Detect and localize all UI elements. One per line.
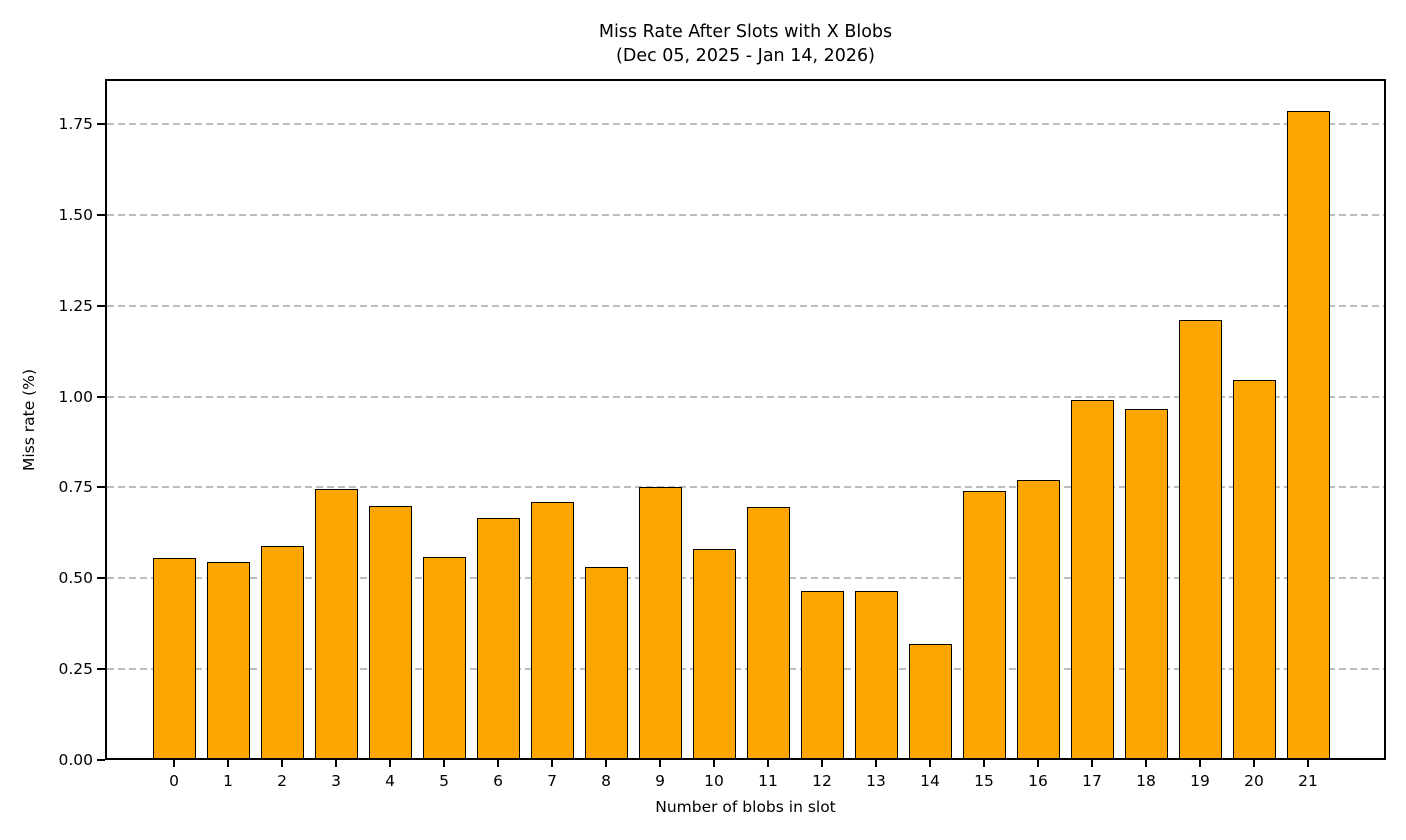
x-tick-mark bbox=[1145, 760, 1147, 767]
x-tick-mark bbox=[659, 760, 661, 767]
y-tick-label-1.50: 1.50 bbox=[58, 205, 93, 224]
gridline-0.50 bbox=[107, 577, 1384, 580]
y-tick-label-0.75: 0.75 bbox=[58, 478, 93, 497]
bar-19 bbox=[1178, 320, 1222, 760]
y-tick-label-1.00: 1.00 bbox=[58, 387, 93, 406]
x-tick-label-15: 15 bbox=[974, 772, 994, 790]
x-tick-mark bbox=[335, 760, 337, 767]
y-tick-mark bbox=[97, 213, 105, 216]
bar-10 bbox=[692, 549, 736, 760]
x-tick-label-5: 5 bbox=[439, 772, 449, 790]
x-tick-mark bbox=[443, 760, 445, 767]
x-tick-label-8: 8 bbox=[601, 772, 611, 790]
bar-5 bbox=[422, 556, 466, 760]
bar-15 bbox=[962, 491, 1006, 760]
x-tick-mark bbox=[497, 760, 499, 767]
x-tick-mark bbox=[605, 760, 607, 767]
y-tick-mark bbox=[97, 123, 105, 126]
gridline-1.50 bbox=[107, 213, 1384, 216]
x-tick-mark bbox=[929, 760, 931, 767]
x-tick-label-0: 0 bbox=[169, 772, 179, 790]
x-tick-mark bbox=[281, 760, 283, 767]
x-tick-label-12: 12 bbox=[812, 772, 832, 790]
gridline-1.25 bbox=[107, 304, 1384, 307]
x-tick-label-19: 19 bbox=[1190, 772, 1210, 790]
x-tick-mark bbox=[983, 760, 985, 767]
chart-title-line2: (Dec 05, 2025 - Jan 14, 2026) bbox=[616, 46, 875, 66]
bar-17 bbox=[1070, 400, 1114, 760]
bar-21 bbox=[1286, 111, 1330, 760]
bar-16 bbox=[1016, 480, 1060, 760]
bar-8 bbox=[584, 567, 628, 760]
x-tick-mark bbox=[227, 760, 229, 767]
y-tick-label-0.25: 0.25 bbox=[58, 660, 93, 679]
x-tick-mark bbox=[389, 760, 391, 767]
bar-13 bbox=[854, 591, 898, 760]
bar-3 bbox=[314, 489, 358, 760]
bar-1 bbox=[206, 561, 250, 760]
plot-area bbox=[105, 79, 1386, 760]
x-tick-label-3: 3 bbox=[331, 772, 341, 790]
y-tick-mark bbox=[97, 395, 105, 398]
x-tick-label-11: 11 bbox=[758, 772, 778, 790]
x-tick-mark bbox=[551, 760, 553, 767]
x-tick-label-20: 20 bbox=[1244, 772, 1264, 790]
x-tick-mark bbox=[875, 760, 877, 767]
bar-12 bbox=[800, 591, 844, 760]
gridline-1.00 bbox=[107, 395, 1384, 398]
x-tick-label-18: 18 bbox=[1136, 772, 1156, 790]
gridline-0.25 bbox=[107, 668, 1384, 671]
y-tick-label-1.75: 1.75 bbox=[58, 115, 93, 134]
chart-title: Miss Rate After Slots with X Blobs (Dec … bbox=[105, 20, 1386, 68]
x-tick-label-9: 9 bbox=[655, 772, 665, 790]
y-tick-label-1.25: 1.25 bbox=[58, 296, 93, 315]
x-tick-mark bbox=[767, 760, 769, 767]
y-axis-label: Miss rate (%) bbox=[20, 369, 38, 471]
x-tick-label-7: 7 bbox=[547, 772, 557, 790]
x-axis-label: Number of blobs in slot bbox=[655, 798, 836, 816]
bar-7 bbox=[530, 502, 574, 760]
x-tick-label-4: 4 bbox=[385, 772, 395, 790]
bar-2 bbox=[260, 545, 304, 760]
x-tick-mark bbox=[173, 760, 175, 767]
y-tick-label-0.00: 0.00 bbox=[58, 751, 93, 769]
x-tick-mark bbox=[1253, 760, 1255, 767]
x-tick-label-2: 2 bbox=[277, 772, 287, 790]
x-tick-label-16: 16 bbox=[1028, 772, 1048, 790]
x-tick-mark bbox=[1037, 760, 1039, 767]
chart-title-line1: Miss Rate After Slots with X Blobs bbox=[598, 22, 893, 42]
gridline-1.75 bbox=[107, 123, 1384, 126]
x-tick-mark bbox=[1199, 760, 1201, 767]
x-tick-label-14: 14 bbox=[920, 772, 940, 790]
x-tick-mark bbox=[1307, 760, 1309, 767]
bar-11 bbox=[746, 507, 790, 760]
y-tick-mark bbox=[97, 577, 105, 580]
gridline-0.75 bbox=[107, 486, 1384, 489]
x-tick-label-17: 17 bbox=[1082, 772, 1102, 790]
x-tick-label-10: 10 bbox=[704, 772, 724, 790]
y-tick-mark bbox=[97, 668, 105, 671]
bar-14 bbox=[908, 643, 952, 760]
x-tick-label-1: 1 bbox=[223, 772, 233, 790]
x-tick-mark bbox=[713, 760, 715, 767]
bar-20 bbox=[1232, 380, 1276, 760]
x-tick-label-13: 13 bbox=[866, 772, 886, 790]
bar-9 bbox=[638, 487, 682, 760]
x-tick-label-21: 21 bbox=[1298, 772, 1318, 790]
y-tick-mark bbox=[97, 486, 105, 489]
x-tick-label-6: 6 bbox=[493, 772, 503, 790]
y-tick-mark bbox=[97, 759, 105, 761]
bar-4 bbox=[368, 505, 412, 760]
bar-18 bbox=[1124, 409, 1168, 760]
bar-0 bbox=[152, 558, 196, 760]
y-tick-mark bbox=[97, 304, 105, 307]
bar-6 bbox=[476, 518, 520, 760]
x-tick-mark bbox=[1091, 760, 1093, 767]
y-tick-label-0.50: 0.50 bbox=[58, 569, 93, 588]
x-tick-mark bbox=[821, 760, 823, 767]
